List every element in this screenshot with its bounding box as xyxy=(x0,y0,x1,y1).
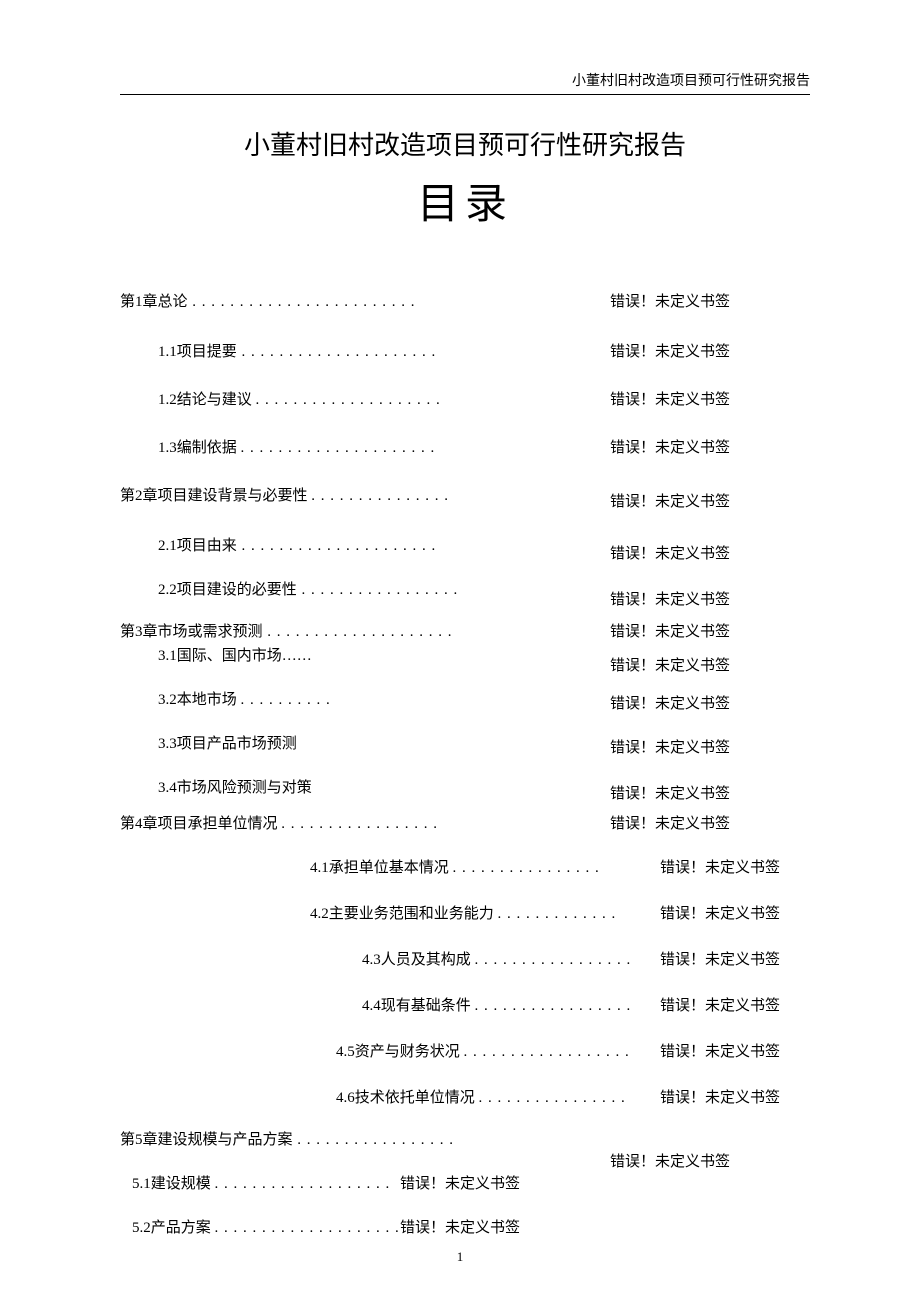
toc-label-text: 3.4市场风险预测与对策 xyxy=(158,780,312,796)
toc-dots: . . . . . . . . . . . . . . . . . . . . xyxy=(256,392,441,408)
toc-error-text: 错误！未定义书签 xyxy=(660,994,780,1015)
toc-label-text: 5.2产品方案 xyxy=(132,1220,215,1236)
toc-dots: . . . . . . . . . . . . . . . . . . . xyxy=(215,1176,391,1192)
toc-dots: . . . . . . . . . . . . . . . . . xyxy=(281,816,438,832)
toc-entry-label: 1.3编制依据 . . . . . . . . . . . . . . . . … xyxy=(158,436,435,457)
toc-error-text: 错误！未定义书签 xyxy=(610,388,730,409)
toc-dots: . . . . . . . . . . . . . . . . . . . . … xyxy=(237,538,437,554)
page-number: 1 xyxy=(0,1249,920,1265)
toc-dots: . . . . . . . . . . xyxy=(241,692,331,708)
toc-entry-label: 4.2主要业务范围和业务能力 . . . . . . . . . . . . . xyxy=(310,902,616,923)
toc-label-text: 4.1承担单位基本情况 xyxy=(310,860,453,876)
toc-label-text: 1.3编制依据 xyxy=(158,440,241,456)
toc-label-text: 4.3人员及其构成 xyxy=(362,952,475,968)
toc-dots: . . . . . . . . . . . . . . . . xyxy=(453,860,600,876)
toc-entry-label: 3.1国际、国内市场…… xyxy=(158,644,312,665)
toc-label-text: 第4章项目承担单位情况 xyxy=(120,816,281,832)
toc-entry-label: 4.3人员及其构成 . . . . . . . . . . . . . . . … xyxy=(362,948,631,969)
toc-error-text: 错误！未定义书签 xyxy=(660,856,780,877)
header-rule: 小董村旧村改造项目预可行性研究报告 xyxy=(120,70,810,95)
toc-label-text: 4.4现有基础条件 xyxy=(362,998,475,1014)
toc-entry-label: 2.1项目由来 . . . . . . . . . . . . . . . . … xyxy=(158,534,436,555)
toc-entry-label: 4.6技术依托单位情况 . . . . . . . . . . . . . . … xyxy=(336,1086,626,1107)
toc-entry-label: 1.2结论与建议 . . . . . . . . . . . . . . . .… xyxy=(158,388,441,409)
toc-label-text: 2.2项目建设的必要性 xyxy=(158,582,297,598)
toc-dots: . . . . . . . . . . . . . . . . . . . . … xyxy=(237,344,437,360)
document-page: 小董村旧村改造项目预可行性研究报告 小董村旧村改造项目预可行性研究报告 目录 xyxy=(0,0,920,1303)
toc-dots: . . . . . . . . . . . . . . . . . . . . … xyxy=(188,294,416,310)
toc-error-text: 错误！未定义书签 xyxy=(660,902,780,923)
toc-label-text: 第5章建设规模与产品方案 xyxy=(120,1132,293,1148)
toc-dots: . . . . . . . . . . . . . . . . . xyxy=(475,952,632,968)
toc-entry-label: 第2章项目建设背景与必要性 . . . . . . . . . . . . . … xyxy=(120,484,449,505)
toc-entry-label: 3.2本地市场 . . . . . . . . . . xyxy=(158,688,331,709)
toc-dots: . . . . . . . . . . . . . . . . . . . . xyxy=(263,624,453,640)
toc-error-text: 错误！未定义书签 xyxy=(610,588,730,609)
toc-heading: 目录 xyxy=(120,170,810,231)
toc-label-text: 5.1建设规模 xyxy=(132,1176,215,1192)
toc-dots: . . . . . . . . . . . . . . . . . xyxy=(475,998,632,1014)
toc-error-text: 错误！未定义书签 xyxy=(610,436,730,457)
toc-error-text: 错误！未定义书签 xyxy=(660,1086,780,1107)
toc-entry-label: 1.1项目提要 . . . . . . . . . . . . . . . . … xyxy=(158,340,436,361)
running-header: 小董村旧村改造项目预可行性研究报告 xyxy=(120,70,810,90)
toc-label-text: 1.2结论与建议 xyxy=(158,392,256,408)
toc-error-text: 错误！未定义书签 xyxy=(610,542,730,563)
toc-dots: . . . . . . . . . . . . . . . . . xyxy=(297,582,459,598)
toc-dots: . . . . . . . . . . . . . xyxy=(498,906,617,922)
toc-label-text: 1.1项目提要 xyxy=(158,344,237,360)
toc-dots: . . . . . . . . . . . . . . . . . xyxy=(293,1132,455,1148)
toc-label-text: 3.3项目产品市场预测 xyxy=(158,736,297,752)
toc-label-text: 第2章项目建设背景与必要性 xyxy=(120,488,311,504)
toc-entry-label: 第3章市场或需求预测 . . . . . . . . . . . . . . .… xyxy=(120,620,453,641)
toc-dots: . . . . . . . . . . . . . . . xyxy=(311,488,449,504)
toc-entry-label: 5.2产品方案 . . . . . . . . . . . . . . . . … xyxy=(132,1216,400,1237)
toc-dots: . . . . . . . . . . . . . . . . . . xyxy=(464,1044,630,1060)
toc-error-text: 错误！未定义书签 xyxy=(610,490,730,511)
toc-label-text: 3.1国际、国内市场…… xyxy=(158,648,312,664)
toc-error-text: 错误！未定义书签 xyxy=(610,290,730,311)
toc-error-text: 错误！未定义书签 xyxy=(610,1150,730,1171)
toc-entry-label: 第1章总论 . . . . . . . . . . . . . . . . . … xyxy=(120,290,416,311)
toc-label-text: 4.6技术依托单位情况 xyxy=(336,1090,479,1106)
toc-error-text: 错误！未定义书签 xyxy=(610,782,730,803)
toc-entry-label: 4.4现有基础条件 . . . . . . . . . . . . . . . … xyxy=(362,994,631,1015)
toc-entry-label: 3.3项目产品市场预测 xyxy=(158,732,297,753)
toc-error-text: 错误！未定义书签 xyxy=(660,948,780,969)
toc-error-text: 错误！未定义书签 xyxy=(660,1040,780,1061)
toc-dots: . . . . . . . . . . . . . . . . xyxy=(479,1090,626,1106)
toc-label-text: 3.2本地市场 xyxy=(158,692,241,708)
toc-label-text: 4.5资产与财务状况 xyxy=(336,1044,464,1060)
toc-error-text: 错误！未定义书签 xyxy=(400,1216,520,1237)
toc-entry-label: 2.2项目建设的必要性 . . . . . . . . . . . . . . … xyxy=(158,578,458,599)
toc-label-text: 4.2主要业务范围和业务能力 xyxy=(310,906,498,922)
toc-entry-label: 4.5资产与财务状况 . . . . . . . . . . . . . . .… xyxy=(336,1040,630,1061)
toc-error-text: 错误！未定义书签 xyxy=(400,1172,520,1193)
toc-entry-label: 5.1建设规模 . . . . . . . . . . . . . . . . … xyxy=(132,1172,390,1193)
toc-label-text: 2.1项目由来 xyxy=(158,538,237,554)
toc-entry-label: 第5章建设规模与产品方案 . . . . . . . . . . . . . .… xyxy=(120,1128,454,1149)
toc-entry-label: 3.4市场风险预测与对策 xyxy=(158,776,312,797)
toc-entry-label: 4.1承担单位基本情况 . . . . . . . . . . . . . . … xyxy=(310,856,600,877)
toc-error-text: 错误！未定义书签 xyxy=(610,692,730,713)
toc-error-text: 错误！未定义书签 xyxy=(610,654,730,675)
toc-error-text: 错误！未定义书签 xyxy=(610,620,730,641)
toc-error-text: 错误！未定义书签 xyxy=(610,812,730,833)
toc-label-text: 第3章市场或需求预测 xyxy=(120,624,263,640)
toc-entry-label: 第4章项目承担单位情况 . . . . . . . . . . . . . . … xyxy=(120,812,438,833)
document-title: 小董村旧村改造项目预可行性研究报告 xyxy=(120,125,810,162)
toc-error-text: 错误！未定义书签 xyxy=(610,340,730,361)
toc-label-text: 第1章总论 xyxy=(120,294,188,310)
toc-error-text: 错误！未定义书签 xyxy=(610,736,730,757)
toc-dots: . . . . . . . . . . . . . . . . . . . . xyxy=(215,1220,400,1236)
toc-dots: . . . . . . . . . . . . . . . . . . . . … xyxy=(241,440,436,456)
